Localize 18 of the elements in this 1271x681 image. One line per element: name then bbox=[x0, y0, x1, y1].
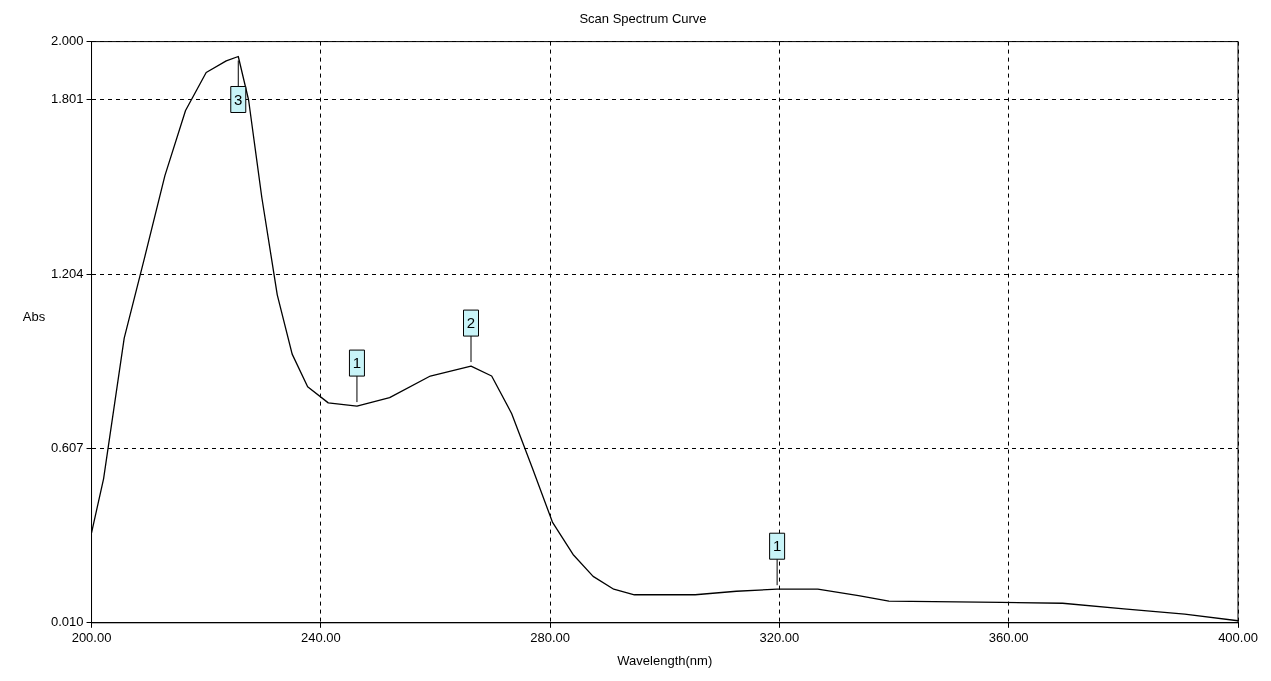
x-axis-title: Wavelength(nm) bbox=[617, 652, 713, 668]
annotation: 3 bbox=[234, 90, 243, 108]
x-tick-label: 280.00 bbox=[530, 630, 570, 646]
x-tick-label: 320.00 bbox=[759, 630, 800, 646]
annotation: 1 bbox=[772, 537, 782, 555]
y-tick-label: 1.204 bbox=[50, 265, 84, 281]
y-tick-label: 0.010 bbox=[50, 614, 84, 630]
chart-title: Scan Spectrum Curve bbox=[579, 11, 707, 27]
y-tick-label: 0.607 bbox=[50, 440, 84, 456]
annotation: 1 bbox=[352, 354, 362, 372]
annotation: 2 bbox=[466, 314, 476, 332]
x-tick-label: 200.00 bbox=[71, 630, 112, 646]
x-tick-label: 240.00 bbox=[300, 630, 341, 646]
y-tick-label: 1.801 bbox=[50, 91, 84, 107]
y-axis-title: Abs bbox=[22, 308, 46, 324]
x-tick-label: 360.00 bbox=[988, 630, 1029, 646]
y-tick-label: 2.000 bbox=[50, 33, 84, 49]
x-tick-label: 400.00 bbox=[1218, 630, 1258, 646]
